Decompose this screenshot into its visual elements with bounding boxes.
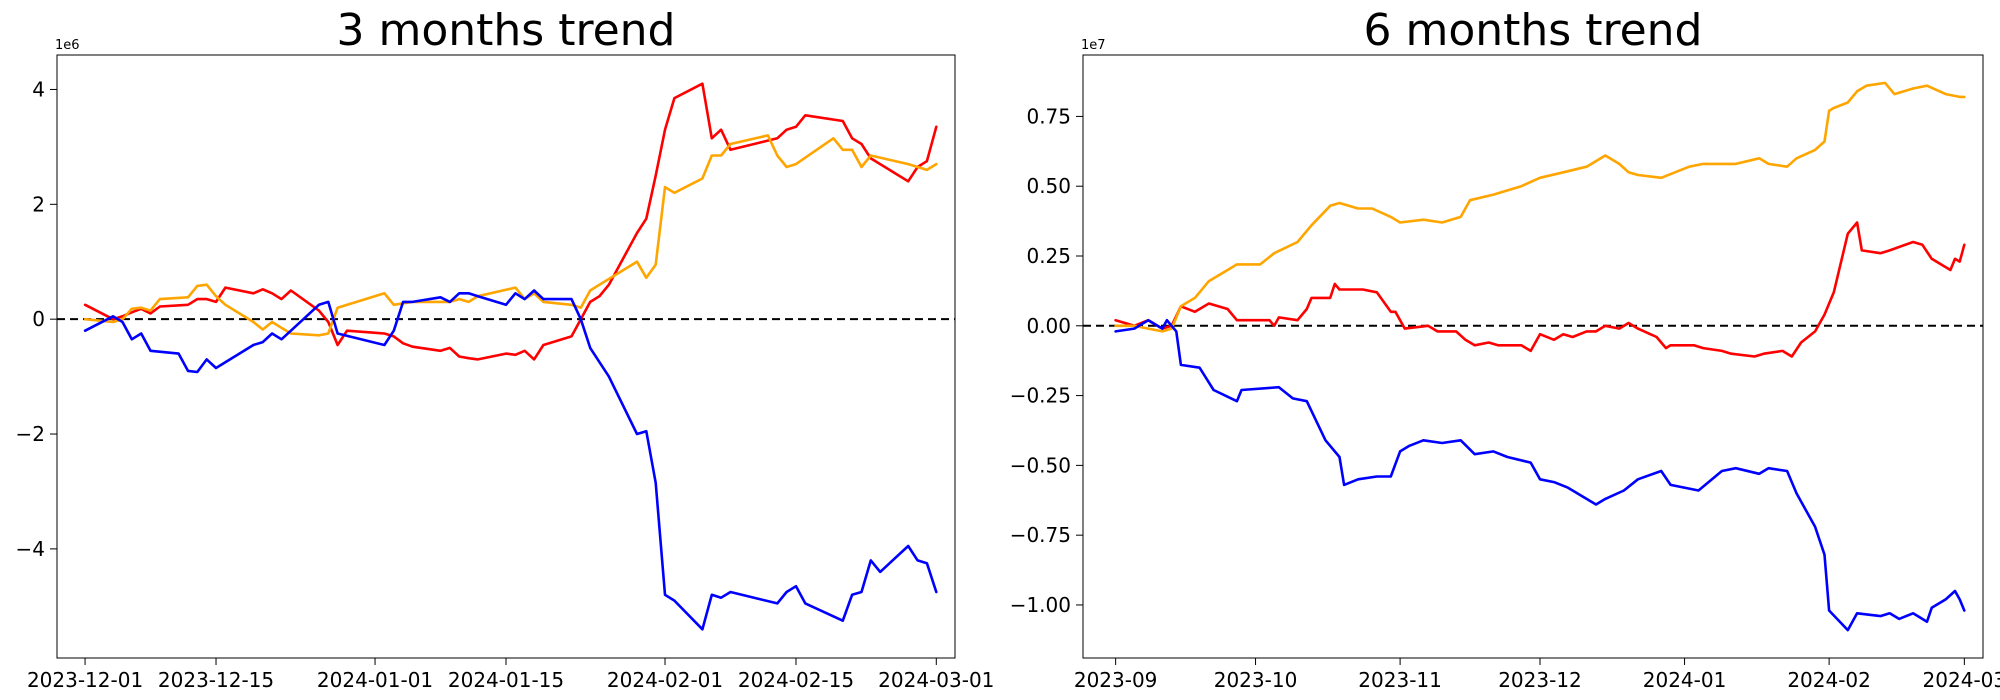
series-line-0 xyxy=(83,82,938,361)
series-line-1 xyxy=(1114,81,1966,333)
x-tick-label: 2024-02-15 xyxy=(738,668,854,692)
y-tick-label: 4 xyxy=(32,77,45,101)
chart-6-months-trend: 6 months trend 1e7 2023-09 2023-10 2023-11 20… xyxy=(1010,5,2000,692)
y-tick-label: 0.50 xyxy=(1026,174,1071,198)
x-tick-label: 2024-01-15 xyxy=(448,668,564,692)
x-tick-label: 2024-02 xyxy=(1787,668,1871,692)
x-tick-label: 2023-12-01 xyxy=(27,668,143,692)
y-tick-label: −1.00 xyxy=(1010,593,1071,617)
y-tick-label: 0 xyxy=(32,307,45,331)
plot-area xyxy=(1114,81,1966,632)
y-tick-label: 2 xyxy=(32,192,45,216)
x-tick-label: 2024-01 xyxy=(1643,668,1727,692)
axes-frame xyxy=(56,54,956,659)
series-line-1 xyxy=(83,134,938,337)
x-tick-label: 2024-02-01 xyxy=(607,668,723,692)
x-tick-label: 2023-12-15 xyxy=(158,668,274,692)
x-tick-label: 2023-09 xyxy=(1074,668,1158,692)
x-tick-label: 2024-03 xyxy=(1923,668,2000,692)
plot-area xyxy=(83,82,938,631)
y-tick-label: −0.50 xyxy=(1010,453,1071,477)
chart-title: 3 months trend xyxy=(337,5,676,56)
series-line-2 xyxy=(1114,318,1966,632)
y-scale-offset-label: 1e6 xyxy=(55,38,80,53)
y-tick-label: −0.25 xyxy=(1010,384,1071,408)
axes-frame xyxy=(1082,54,1984,659)
x-tick-label: 2023-10 xyxy=(1214,668,1298,692)
x-tick-label: 2024-03-01 xyxy=(878,668,994,692)
x-tick-label: 2023-12 xyxy=(1498,668,1582,692)
x-tick-label: 2024-01-01 xyxy=(317,668,433,692)
y-tick-label: −4 xyxy=(16,537,45,561)
y-tick-label: 0.00 xyxy=(1026,314,1071,338)
y-tick-label: −0.75 xyxy=(1010,523,1071,547)
x-tick-label: 2023-11 xyxy=(1358,668,1442,692)
chart-title: 6 months trend xyxy=(1364,5,1703,56)
y-tick-label: 0.75 xyxy=(1026,104,1071,128)
y-tick-label: −2 xyxy=(16,422,45,446)
series-line-0 xyxy=(1114,221,1966,358)
series-line-2 xyxy=(83,289,938,631)
y-tick-label: 0.25 xyxy=(1026,244,1071,268)
y-scale-offset-label: 1e7 xyxy=(1081,38,1106,53)
